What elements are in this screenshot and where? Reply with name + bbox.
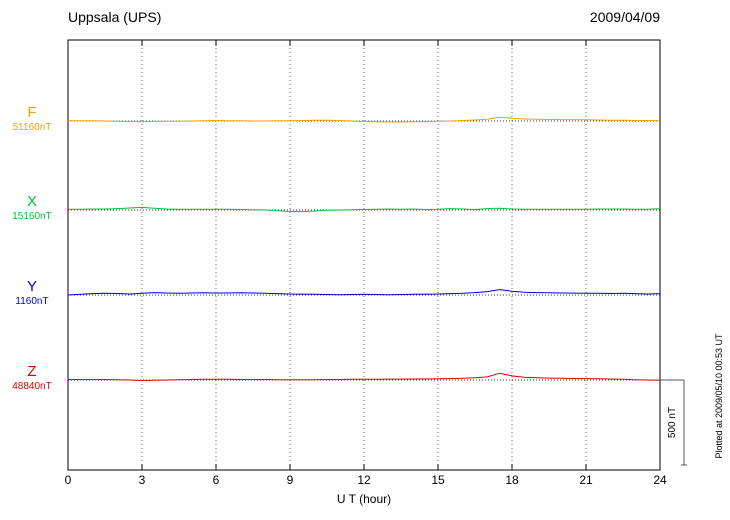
x-tick-label-9: 9: [287, 473, 294, 487]
plotted-at-note: Plotted at 2009/05/10 00:53 UT: [714, 333, 724, 459]
series-label-F: F 51160nT: [2, 105, 62, 134]
x-axis-label: U T (hour): [337, 492, 391, 506]
series-letter-Z: Z: [27, 363, 37, 380]
series-baseline-value-F: 51160nT: [12, 122, 52, 133]
trace-Z: [68, 372, 661, 381]
series-label-X: X 15160nT: [2, 194, 62, 223]
x-tick-label-3: 3: [139, 473, 146, 487]
series-letter-F: F: [27, 104, 37, 121]
x-tick-label-24: 24: [653, 473, 667, 487]
date-label: 2009/04/09: [589, 9, 660, 25]
series-label-Z: Z 48840nT: [2, 364, 62, 393]
scale-bar-label: 500 nT: [667, 407, 678, 438]
series-baseline-value-Y: 1160nT: [15, 296, 49, 307]
series-baseline-value-X: 15160nT: [12, 211, 52, 222]
x-tick-label-21: 21: [579, 473, 593, 487]
x-tick-label-18: 18: [505, 473, 519, 487]
series-baseline-value-Z: 48840nT: [12, 381, 52, 392]
trace-F: [68, 116, 661, 123]
x-tick-label-0: 0: [65, 473, 72, 487]
x-tick-label-15: 15: [431, 473, 445, 487]
trace-Y: [67, 289, 661, 296]
x-tick-label-12: 12: [357, 473, 371, 487]
series-letter-X: X: [26, 193, 37, 210]
x-tick-label-6: 6: [213, 473, 220, 487]
series-label-Y: Y 1160nT: [2, 279, 62, 308]
trace-X: [68, 206, 661, 213]
series-letter-Y: Y: [26, 278, 37, 295]
station-title: Uppsala (UPS): [68, 9, 162, 25]
